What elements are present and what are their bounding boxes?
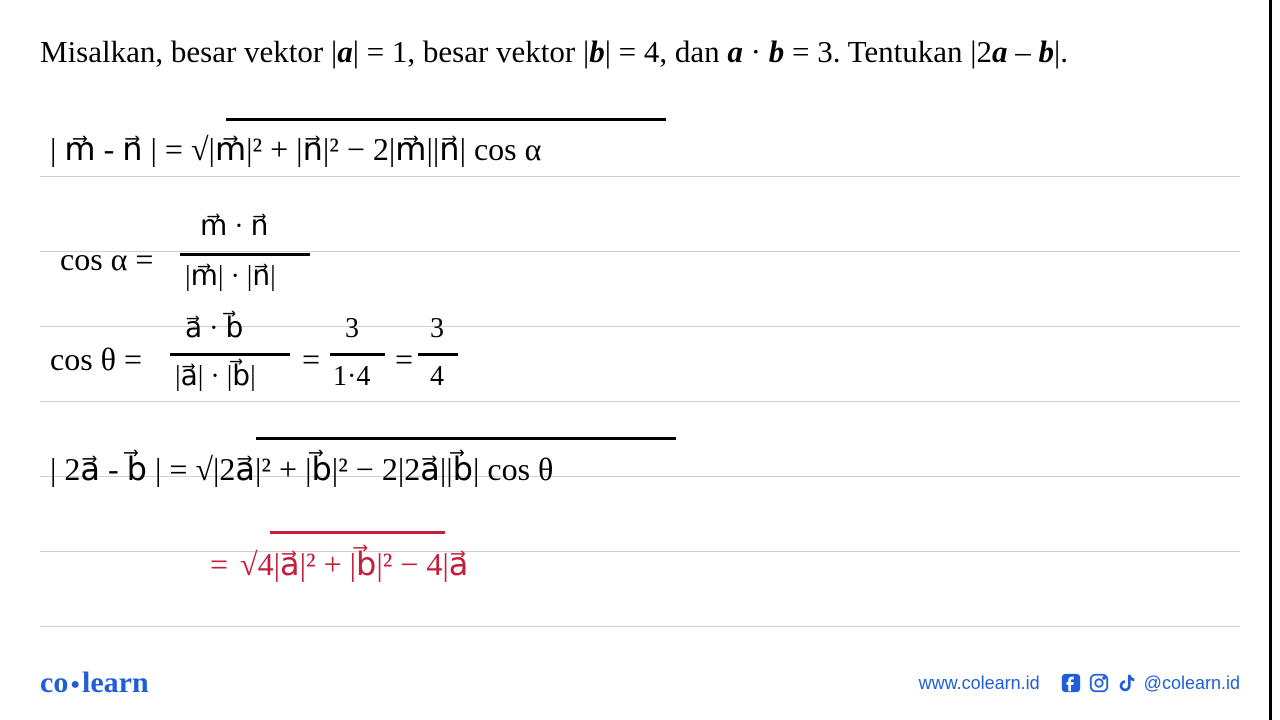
eq-sign-2: = (395, 343, 413, 375)
problem-statement: Misalkan, besar vektor |a| = 1, besar ve… (40, 30, 1240, 73)
logo-co: co (40, 666, 68, 699)
eq-sign-red: = (210, 548, 228, 580)
social-links: @colearn.id (1060, 672, 1240, 694)
frac-3-den: 1·4 (333, 363, 370, 391)
logo-learn: learn (82, 666, 149, 699)
frac-4-num: 3 (430, 315, 444, 343)
formula-2a-minus-b: | 2a⃗ - b⃗ | = √|2a⃗|² + |b⃗|² − 2|2a⃗||… (50, 453, 553, 485)
logo-dot: ● (70, 676, 80, 693)
problem-text-1: Misalkan, besar vektor | (40, 34, 337, 69)
cos-alpha-numerator: m⃗ · n⃗ (200, 213, 268, 241)
var-b2: b (769, 34, 785, 69)
social-handle[interactable]: @colearn.id (1144, 673, 1240, 694)
cos-theta-numerator: a⃗ · b⃗ (185, 315, 243, 343)
worksheet-area: | m⃗ - n⃗ | = √|m⃗|² + |n⃗|² − 2|m⃗||n⃗|… (40, 93, 1240, 613)
sqrt-bar-2 (256, 437, 676, 440)
footer-right: www.colearn.id @colearn.id (919, 672, 1240, 694)
var-b3: b (1039, 34, 1055, 69)
frac-line-2 (170, 353, 290, 356)
frac-line-3 (330, 353, 385, 356)
instagram-icon[interactable] (1088, 672, 1110, 694)
website-url[interactable]: www.colearn.id (919, 673, 1040, 694)
cos-theta-label: cos θ = (50, 343, 142, 375)
problem-text-3: | = 4, dan (605, 34, 728, 69)
var-a2: a (727, 34, 743, 69)
sqrt-bar-red (270, 531, 445, 534)
formula-red-expansion: √4|a⃗|² + |b⃗|² − 4|a⃗ (240, 548, 468, 580)
ruled-line (40, 251, 1240, 252)
cos-theta-denominator: |a⃗| · |b⃗| (175, 363, 256, 391)
minus-op: – (1008, 34, 1039, 69)
var-a3: a (992, 34, 1008, 69)
var-b: b (589, 34, 605, 69)
sqrt-bar-1 (226, 118, 666, 121)
cos-alpha-denominator: |m⃗| · |n⃗| (185, 263, 276, 291)
problem-text-2: | = 1, besar vektor | (353, 34, 590, 69)
ruled-line (40, 626, 1240, 627)
frac-3-num: 3 (345, 315, 359, 343)
dot-op: · (743, 34, 769, 69)
ruled-line (40, 401, 1240, 402)
problem-text-4: = 3. Tentukan |2 (784, 34, 992, 69)
facebook-icon[interactable] (1060, 672, 1082, 694)
tiktok-icon[interactable] (1116, 672, 1138, 694)
footer: co●learn www.colearn.id @colearn.id (40, 666, 1240, 700)
cos-alpha-label: cos α = (60, 243, 153, 275)
var-a: a (337, 34, 353, 69)
ruled-line (40, 176, 1240, 177)
eq-sign-1: = (302, 343, 320, 375)
formula-magnitude-diff: | m⃗ - n⃗ | = √|m⃗|² + |n⃗|² − 2|m⃗||n⃗|… (50, 133, 541, 165)
frac-line-4 (418, 353, 458, 356)
problem-text-5: |. (1054, 34, 1068, 69)
brand-logo: co●learn (40, 666, 149, 700)
frac-line-1 (180, 253, 310, 256)
frac-4-den: 4 (430, 363, 444, 391)
page-border-right (1269, 0, 1272, 720)
